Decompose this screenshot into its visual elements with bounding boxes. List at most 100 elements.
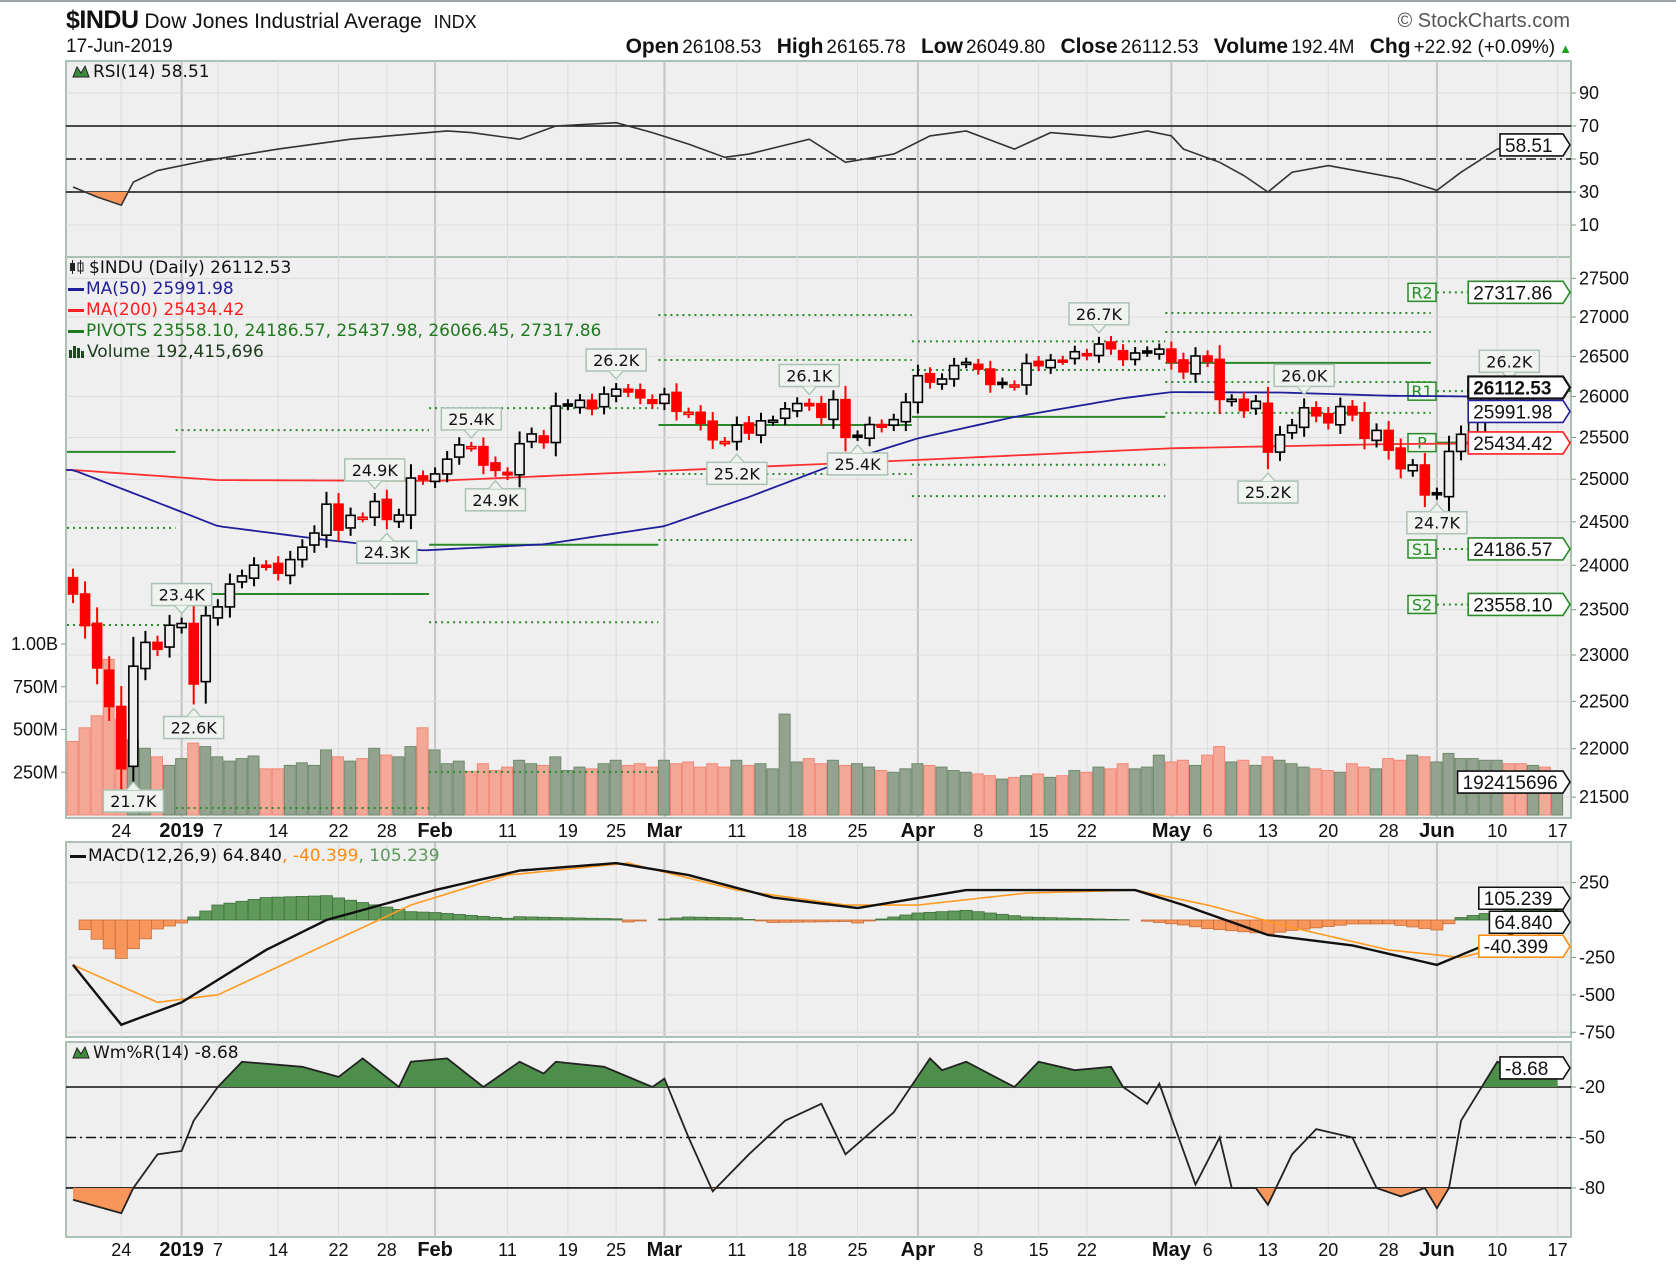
price-axis-tick-label: 22500 [1579, 691, 1629, 711]
volume-bar [66, 740, 79, 816]
candle-body [840, 398, 851, 439]
candle [1455, 425, 1467, 461]
rsi-axis-tick-label: 50 [1579, 149, 1599, 169]
macd-histogram-bar [814, 919, 828, 923]
macd-axis-tick-label: -250 [1579, 947, 1615, 967]
candle-body [948, 364, 960, 380]
volume-bar [138, 747, 151, 816]
macd-histogram-bar [404, 911, 418, 921]
macd-histogram-bar [320, 895, 333, 921]
candle [1154, 343, 1165, 360]
rsi-axis-tick-label: 10 [1579, 215, 1599, 235]
volume-bar [356, 758, 369, 816]
candle-body [478, 445, 489, 466]
candle [1419, 453, 1431, 508]
macd-histogram-bar [1092, 918, 1106, 921]
volume-bar [1297, 766, 1310, 816]
candle-body [429, 473, 441, 483]
candle [128, 636, 139, 798]
candlestick-icon [70, 260, 84, 274]
volume-bar [621, 764, 634, 816]
macd-histogram-bar [718, 917, 732, 921]
candle-body [1431, 491, 1443, 496]
candle [912, 364, 924, 414]
candle-body [417, 475, 429, 481]
candle [405, 464, 417, 530]
x-axis-label: 8 [973, 821, 983, 841]
macd-histogram-bar [1394, 919, 1408, 926]
volume-bar [597, 763, 610, 816]
volume-bar [1406, 754, 1419, 816]
price-legend: $INDU (Daily) 26112.53 MA(50) 25991.98 M… [68, 258, 601, 363]
low-label: Low [920, 35, 963, 58]
macd-histogram-bar [573, 917, 587, 921]
volume-bar [730, 759, 743, 816]
x-axis-label-bottom: 17 [1548, 1240, 1568, 1260]
r2-value-tag: 27317.86 [1467, 280, 1571, 304]
s2-value-tag-box [1467, 592, 1571, 617]
macd-histogram-bar [863, 919, 877, 922]
annotation-text: 21.7K [110, 792, 157, 811]
macd-histogram-bar [778, 919, 792, 923]
x-axis-label-bottom: 25 [848, 1240, 868, 1260]
macd-legend-text: MACD(12,26,9) 64.840 [88, 846, 282, 866]
volume-axis-label: 500M [13, 720, 58, 740]
x-axis-label-bottom: 15 [1029, 1240, 1049, 1260]
x-axis-label-bottom: 22 [329, 1240, 349, 1260]
volume-bar [1164, 761, 1177, 816]
volume-bar [1430, 761, 1443, 816]
volume-bar [440, 763, 453, 816]
candle-body [1178, 359, 1189, 373]
candle-body [574, 399, 586, 409]
macd-histogram-bar [259, 897, 273, 921]
x-axis-label-bottom: 2019 [159, 1239, 204, 1261]
annotation-pointer [608, 370, 624, 381]
macd-histogram-bar [742, 919, 756, 921]
candle-body [188, 622, 199, 685]
volume-bar [380, 754, 393, 816]
ma200-line [66, 442, 1563, 482]
annotation-text: 24.7K [1414, 514, 1461, 533]
macd-histogram-bar [754, 919, 768, 922]
macd-histogram-value-tag: 105.239 [1478, 886, 1571, 910]
candle-body [393, 514, 405, 523]
macd-histogram-bar [199, 910, 213, 921]
candle-body [212, 606, 224, 619]
macd-histogram-bar [597, 918, 611, 921]
candle [490, 456, 501, 477]
candle-body [453, 444, 465, 458]
macd-histogram-value-tag-text: 105.239 [1484, 889, 1553, 910]
candle-body [79, 593, 91, 627]
pivot-label-box [1407, 594, 1437, 615]
x-axis-label-bottom: 6 [1203, 1240, 1213, 1260]
macd-histogram-bar [1346, 919, 1359, 925]
candle-body [1455, 433, 1467, 453]
candle-body [1093, 343, 1105, 357]
candle-body [816, 402, 827, 419]
candle-body [441, 458, 453, 475]
volume-bar [766, 768, 779, 816]
s2-value-tag-text: 23558.10 [1473, 595, 1552, 616]
macd-value-tag-box [1488, 910, 1571, 935]
candle [284, 550, 296, 585]
x-axis-label-bottom: 14 [268, 1240, 288, 1260]
willr-oversold-fill [73, 1187, 1558, 1214]
candle [719, 437, 731, 447]
macd-histogram-bar [923, 911, 937, 921]
volume-bar [1394, 759, 1407, 816]
volume-bar [1321, 770, 1334, 816]
volume-bar [585, 768, 598, 816]
rsi-value-tag-box [1499, 133, 1571, 157]
candle-body [224, 583, 236, 608]
candle-body [550, 405, 562, 444]
volume-bar [307, 764, 320, 816]
macd-histogram-bar [187, 916, 201, 921]
volume-bar [814, 763, 827, 816]
price-axis-tick-label: 23500 [1579, 600, 1629, 620]
ma200-value-tag-box [1467, 431, 1571, 455]
x-axis-label: 11 [728, 821, 747, 841]
annotation-pointer [174, 605, 190, 615]
annotation-pointer [729, 453, 745, 463]
candle-body [1335, 405, 1346, 426]
